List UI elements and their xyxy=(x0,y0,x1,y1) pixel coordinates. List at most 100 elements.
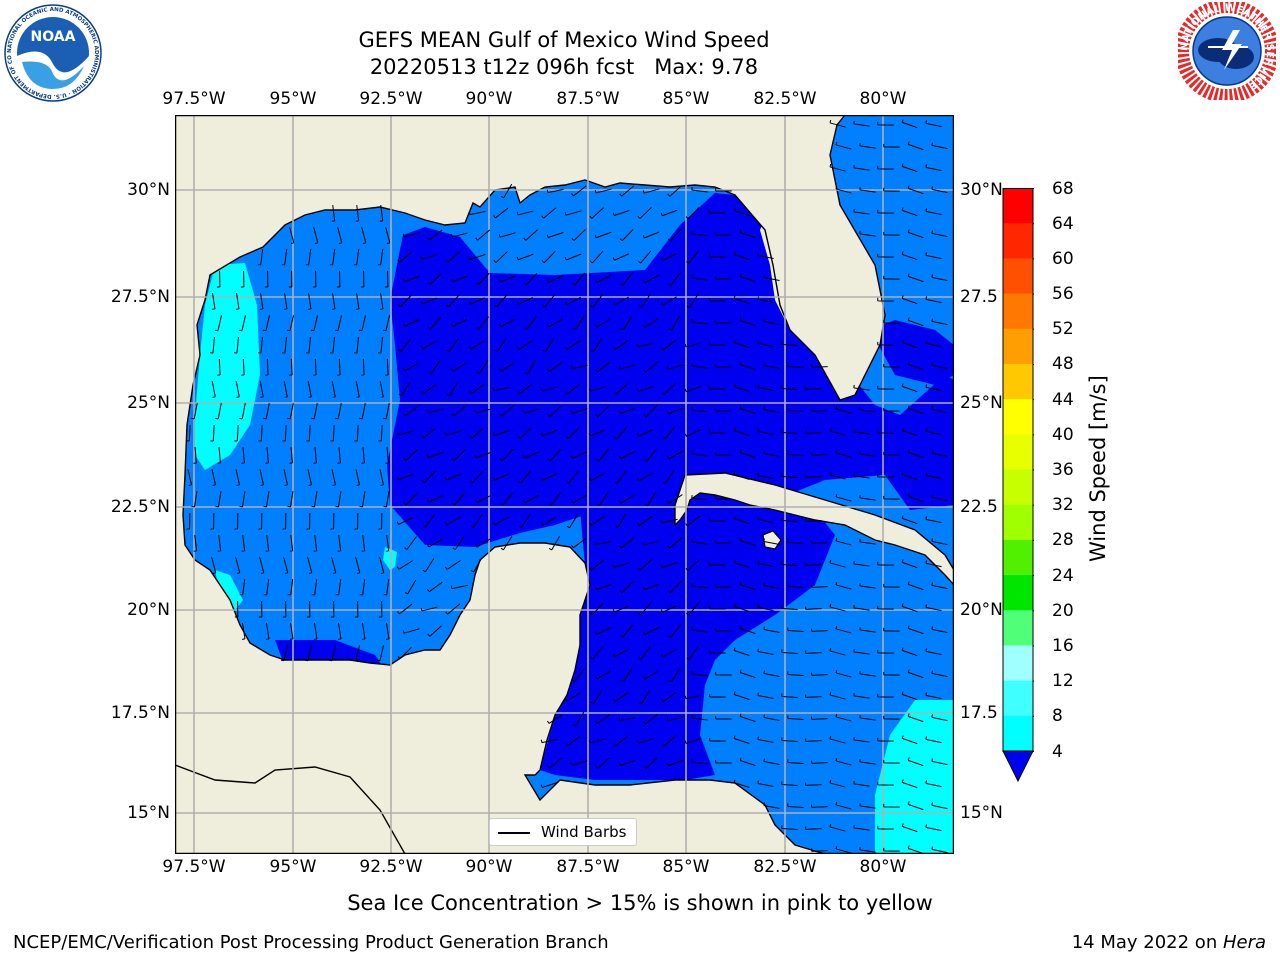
wind-barb xyxy=(571,272,586,286)
wind-barb xyxy=(305,248,312,266)
wind-barb xyxy=(853,736,870,743)
wind-barb xyxy=(811,408,828,412)
lon-label-top: 97.5°W xyxy=(162,89,226,109)
wind-barb xyxy=(565,340,581,350)
wind-barb xyxy=(287,491,294,508)
wind-barb xyxy=(331,204,336,222)
wind-barb xyxy=(187,469,193,486)
wind-barb xyxy=(361,227,367,244)
wind-barb xyxy=(787,363,804,369)
wind-barb xyxy=(564,692,581,702)
wind-barb xyxy=(883,627,900,632)
wind-barb xyxy=(709,518,726,522)
wind-barb xyxy=(883,583,900,588)
wind-barb xyxy=(546,232,564,238)
wind-barb xyxy=(739,405,756,414)
wind-barb xyxy=(500,535,513,551)
footer-host: Hera xyxy=(1222,932,1266,953)
wind-barb xyxy=(361,446,365,464)
wind-barb xyxy=(595,361,611,373)
wind-barb xyxy=(594,584,612,590)
wind-barb xyxy=(925,604,942,612)
wind-barb xyxy=(763,802,780,810)
wind-barb xyxy=(619,228,634,242)
wind-barb xyxy=(590,646,604,660)
wind-barb xyxy=(396,473,414,481)
wind-8-12-western-gulf xyxy=(195,263,260,470)
wind-barb xyxy=(835,801,852,810)
wind-barb xyxy=(499,405,515,417)
wind-barb xyxy=(835,141,852,150)
wind-barb xyxy=(691,406,708,413)
wind-barb xyxy=(853,648,870,655)
wind-barb xyxy=(588,429,606,437)
wind-barb xyxy=(787,451,804,457)
wind-barb xyxy=(337,446,341,464)
wind-barb xyxy=(522,408,540,414)
wind-barb xyxy=(492,386,510,392)
wind-barb xyxy=(469,383,485,395)
wind-barb xyxy=(805,518,822,522)
wind-barb xyxy=(354,424,359,442)
wind-barb xyxy=(763,450,780,458)
wind-barb xyxy=(265,623,270,640)
wind-barb xyxy=(643,757,658,769)
wind-barb xyxy=(594,670,611,680)
wind-barb xyxy=(258,600,263,618)
wind-barb xyxy=(901,735,918,745)
wind-barb xyxy=(420,254,438,260)
wind-barb xyxy=(925,472,942,480)
wind-barb xyxy=(853,780,870,787)
wind-barb xyxy=(492,516,509,526)
wind-barb xyxy=(925,296,942,304)
lon-label-top: 87.5°W xyxy=(556,89,620,109)
wind-barb xyxy=(258,424,263,442)
wind-barb xyxy=(283,293,288,310)
wind-barb xyxy=(668,272,681,286)
wind-barb xyxy=(337,623,342,640)
wind-barb xyxy=(739,361,756,370)
wind-barb xyxy=(709,298,726,302)
wind-barb xyxy=(589,250,604,264)
colorbar xyxy=(1002,188,1037,784)
wind-barb xyxy=(829,647,846,656)
wind-barb xyxy=(859,582,876,589)
wind-barb xyxy=(522,451,540,459)
wind-barb xyxy=(925,120,942,128)
wind-barb xyxy=(571,537,587,549)
wind-barb xyxy=(739,229,756,238)
wind-barb xyxy=(516,210,534,216)
wind-barb xyxy=(379,557,385,574)
wind-barb xyxy=(763,406,780,414)
wind-barb xyxy=(398,381,411,397)
wind-barb xyxy=(877,693,894,698)
wind-barb xyxy=(853,560,870,567)
wind-barb xyxy=(445,603,461,615)
wind-barb xyxy=(787,759,804,765)
wind-barb xyxy=(643,361,659,373)
colorbar-swatch xyxy=(1003,434,1033,470)
wind-barb xyxy=(715,672,732,676)
wind-barb xyxy=(691,274,708,281)
wind-barb xyxy=(757,384,774,392)
wind-barb xyxy=(901,515,918,525)
wind-barb xyxy=(402,628,420,634)
wind-barb xyxy=(883,275,900,280)
wind-barb xyxy=(329,336,335,354)
wind-barb xyxy=(361,358,365,376)
wind-barb xyxy=(637,602,652,616)
wind-barb xyxy=(402,362,419,372)
wind-8-12-campeche-spot xyxy=(383,547,397,570)
wind-barb xyxy=(420,606,438,612)
wind-barb xyxy=(660,518,678,524)
wind-barb xyxy=(684,694,702,700)
colorbar-tick-label: 40 xyxy=(1052,424,1074,445)
wind-barb xyxy=(450,584,468,590)
wind-barb xyxy=(235,469,241,486)
wind-barb xyxy=(239,578,246,596)
wind-barb xyxy=(853,164,870,171)
colorbar-tick-label: 20 xyxy=(1052,600,1074,621)
wind-barb xyxy=(378,424,383,442)
wind-barb xyxy=(637,250,652,264)
wind-barb xyxy=(289,227,295,244)
